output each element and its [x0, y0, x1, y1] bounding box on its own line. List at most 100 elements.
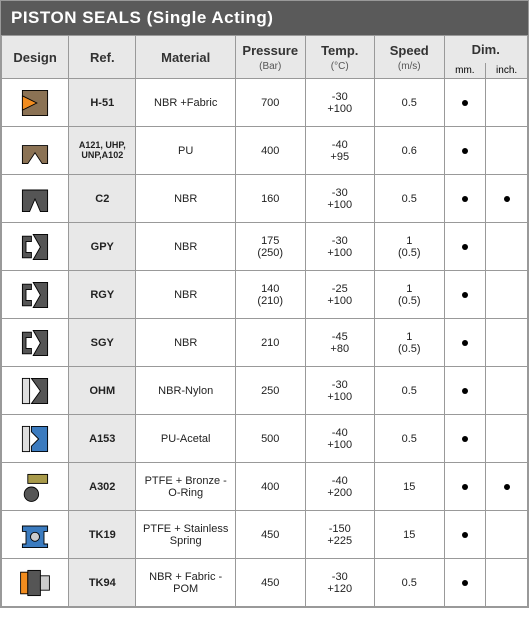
- cell-dim-inch: [486, 271, 528, 319]
- col-material: Material: [136, 36, 236, 79]
- cell-pressure: 250: [236, 367, 306, 415]
- cell-temp: -30+120: [305, 559, 375, 607]
- cell-dim-inch: [486, 463, 528, 511]
- cell-material: NBR: [136, 319, 236, 367]
- cell-ref: TK19: [69, 511, 136, 559]
- cell-speed: 0.5: [375, 175, 445, 223]
- table-row: H-51 NBR +Fabric 700 -30+100 0.5: [2, 79, 528, 127]
- cell-design-icon: [2, 415, 69, 463]
- cell-dim-mm: [444, 319, 486, 367]
- cell-speed: 15: [375, 511, 445, 559]
- cell-dim-inch: [486, 175, 528, 223]
- cell-temp: -40+100: [305, 415, 375, 463]
- cell-speed: 0.5: [375, 367, 445, 415]
- seals-table: Design Ref. Material Pressure(Bar) Temp.…: [1, 35, 528, 607]
- cell-ref: C2: [69, 175, 136, 223]
- cell-design-icon: [2, 223, 69, 271]
- cell-ref: GPY: [69, 223, 136, 271]
- cell-dim-inch: [486, 511, 528, 559]
- cell-material: NBR: [136, 175, 236, 223]
- cell-dim-mm: [444, 271, 486, 319]
- dot-icon: [462, 100, 468, 106]
- cell-ref: OHM: [69, 367, 136, 415]
- cell-dim-mm: [444, 511, 486, 559]
- col-temp: Temp.(°C): [305, 36, 375, 79]
- cell-material: PU: [136, 127, 236, 175]
- cell-design-icon: [2, 367, 69, 415]
- dot-icon: [462, 244, 468, 250]
- cell-pressure: 450: [236, 511, 306, 559]
- cell-pressure: 140(210): [236, 271, 306, 319]
- cell-speed: 1(0.5): [375, 271, 445, 319]
- cell-material: NBR + Fabric - POM: [136, 559, 236, 607]
- cell-temp: -150+225: [305, 511, 375, 559]
- cell-ref: TK94: [69, 559, 136, 607]
- cell-design-icon: [2, 271, 69, 319]
- table-row: C2 NBR 160 -30+100 0.5: [2, 175, 528, 223]
- cell-speed: 1(0.5): [375, 319, 445, 367]
- cell-speed: 0.5: [375, 559, 445, 607]
- table-row: GPY NBR 175(250) -30+100 1(0.5): [2, 223, 528, 271]
- col-dim: Dim.: [444, 36, 528, 64]
- cell-speed: 0.5: [375, 79, 445, 127]
- cell-pressure: 400: [236, 127, 306, 175]
- cell-pressure: 400: [236, 463, 306, 511]
- col-dim-mm: mm.: [444, 63, 486, 79]
- cell-dim-mm: [444, 367, 486, 415]
- table-row: A153 PU-Acetal 500 -40+100 0.5: [2, 415, 528, 463]
- cell-ref: H-51: [69, 79, 136, 127]
- cell-design-icon: [2, 463, 69, 511]
- dot-icon: [462, 580, 468, 586]
- cell-pressure: 500: [236, 415, 306, 463]
- dot-icon: [504, 484, 510, 490]
- cell-ref: RGY: [69, 271, 136, 319]
- cell-dim-inch: [486, 559, 528, 607]
- cell-pressure: 210: [236, 319, 306, 367]
- table-row: A302 PTFE + Bronze - O-Ring 400 -40+200 …: [2, 463, 528, 511]
- cell-temp: -40+200: [305, 463, 375, 511]
- cell-design-icon: [2, 175, 69, 223]
- cell-material: PU-Acetal: [136, 415, 236, 463]
- cell-ref: A121, UHP, UNP,A102: [69, 127, 136, 175]
- dot-icon: [462, 484, 468, 490]
- col-ref: Ref.: [69, 36, 136, 79]
- cell-design-icon: [2, 79, 69, 127]
- cell-speed: 0.6: [375, 127, 445, 175]
- cell-temp: -30+100: [305, 175, 375, 223]
- cell-dim-inch: [486, 415, 528, 463]
- cell-design-icon: [2, 319, 69, 367]
- table-row: A121, UHP, UNP,A102 PU 400 -40+95 0.6: [2, 127, 528, 175]
- cell-design-icon: [2, 127, 69, 175]
- cell-pressure: 175(250): [236, 223, 306, 271]
- dot-icon: [462, 196, 468, 202]
- cell-speed: 15: [375, 463, 445, 511]
- cell-design-icon: [2, 511, 69, 559]
- cell-dim-mm: [444, 559, 486, 607]
- cell-dim-mm: [444, 463, 486, 511]
- cell-pressure: 160: [236, 175, 306, 223]
- cell-dim-inch: [486, 367, 528, 415]
- col-dim-inch: inch.: [486, 63, 528, 79]
- cell-material: PTFE + Bronze - O-Ring: [136, 463, 236, 511]
- table-row: TK94 NBR + Fabric - POM 450 -30+120 0.5: [2, 559, 528, 607]
- dot-icon: [504, 196, 510, 202]
- cell-pressure: 700: [236, 79, 306, 127]
- cell-ref: A302: [69, 463, 136, 511]
- cell-dim-mm: [444, 175, 486, 223]
- cell-material: NBR: [136, 271, 236, 319]
- col-speed: Speed(m/s): [375, 36, 445, 79]
- col-pressure: Pressure(Bar): [236, 36, 306, 79]
- table-row: OHM NBR-Nylon 250 -30+100 0.5: [2, 367, 528, 415]
- cell-material: NBR-Nylon: [136, 367, 236, 415]
- cell-temp: -30+100: [305, 367, 375, 415]
- dot-icon: [462, 388, 468, 394]
- col-design: Design: [2, 36, 69, 79]
- cell-temp: -25+100: [305, 271, 375, 319]
- cell-dim-inch: [486, 127, 528, 175]
- table-row: SGY NBR 210 -45+80 1(0.5): [2, 319, 528, 367]
- cell-temp: -30+100: [305, 223, 375, 271]
- cell-dim-mm: [444, 127, 486, 175]
- dot-icon: [462, 148, 468, 154]
- cell-material: NBR +Fabric: [136, 79, 236, 127]
- cell-dim-inch: [486, 319, 528, 367]
